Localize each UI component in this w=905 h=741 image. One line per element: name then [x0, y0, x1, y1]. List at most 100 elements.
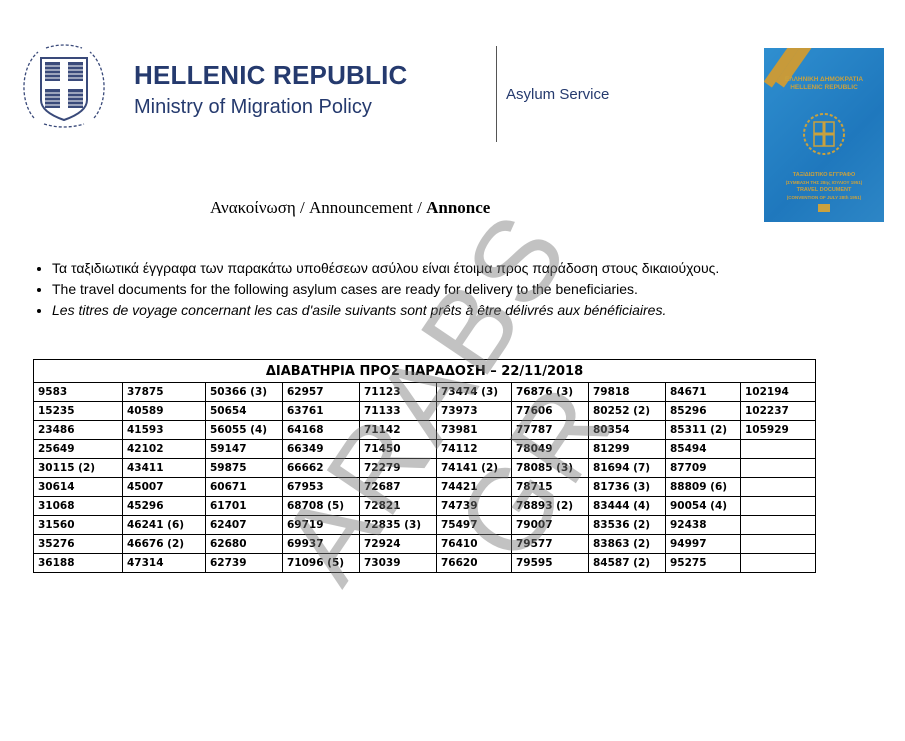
case-number-cell: 71123 — [359, 382, 437, 402]
case-number-cell: 64168 — [282, 420, 360, 440]
case-number-cell: 73981 — [436, 420, 512, 440]
notice-french: Les titres de voyage concernant les cas … — [52, 300, 719, 321]
ministry-name: Ministry of Migration Policy — [134, 96, 372, 118]
case-number-cell: 78715 — [511, 477, 589, 497]
case-number-cell: 79577 — [511, 534, 589, 554]
case-number-cell: 61701 — [205, 496, 283, 516]
table-row: 31068 45296 61701 68708 (5) 72821 74739 78893 … — [33, 496, 816, 516]
case-number-cell: 77787 — [511, 420, 589, 440]
table-row: 31560 46241 (6) 62407 69719 72835 (3) 75497 79… — [33, 515, 816, 535]
case-number-cell: 84671 — [665, 382, 741, 402]
case-number-cell: 95275 — [665, 553, 741, 573]
table-row: 9583 37875 50366 (3) 62957 71123 73474 (3) 768… — [33, 382, 816, 402]
case-number-cell: 72687 — [359, 477, 437, 497]
case-number-cell: 40589 — [122, 401, 206, 421]
case-number-cell: 63761 — [282, 401, 360, 421]
greek-coat-of-arms-logo — [23, 44, 105, 128]
case-number-cell: 60671 — [205, 477, 283, 497]
case-number-cell: 30115 (2) — [33, 458, 123, 478]
case-number-cell: 73973 — [436, 401, 512, 421]
case-number-cell — [740, 477, 816, 497]
case-number-cell: 67953 — [282, 477, 360, 497]
case-number-cell — [740, 553, 816, 573]
case-number-cell: 72821 — [359, 496, 437, 516]
case-number-cell: 79818 — [588, 382, 666, 402]
case-number-cell: 43411 — [122, 458, 206, 478]
case-number-cell: 66349 — [282, 439, 360, 459]
case-number-cell — [740, 496, 816, 516]
case-number-cell: 83863 (2) — [588, 534, 666, 554]
cases-table: ΔΙΑΒΑΤΗΡΙΑ ΠΡΟΣ ΠΑΡΑΔΟΣΗ – 22/11/2018 95… — [33, 359, 816, 573]
case-number-cell: 35276 — [33, 534, 123, 554]
case-number-cell: 78893 (2) — [511, 496, 589, 516]
notice-list: Τα ταξιδιωτικά έγγραφα των παρακάτω υποθ… — [30, 258, 719, 321]
case-number-cell: 81299 — [588, 439, 666, 459]
announcement-bold: Annonce — [426, 198, 491, 217]
case-number-cell: 85311 (2) — [665, 420, 741, 440]
announcement-prefix: Ανακοίνωση / Announcement / — [210, 198, 427, 217]
case-number-cell: 79595 — [511, 553, 589, 573]
case-number-cell: 78049 — [511, 439, 589, 459]
table-title: ΔΙΑΒΑΤΗΡΙΑ ΠΡΟΣ ΠΑΡΑΔΟΣΗ – 22/11/2018 — [33, 359, 816, 383]
table-row: 30115 (2) 43411 59875 66662 72279 74141 (2) 78… — [33, 458, 816, 478]
case-number-cell: 85494 — [665, 439, 741, 459]
table-row: 25649 42102 59147 66349 71450 74112 78049 81299… — [33, 439, 816, 459]
case-number-cell: 75497 — [436, 515, 512, 535]
case-number-cell: 59875 — [205, 458, 283, 478]
notice-english: The travel documents for the following a… — [52, 279, 719, 300]
case-number-cell — [740, 439, 816, 459]
case-number-cell: 72279 — [359, 458, 437, 478]
passport-line: TRAVEL DOCUMENT — [796, 187, 852, 193]
case-number-cell: 81694 (7) — [588, 458, 666, 478]
case-number-cell: 68708 (5) — [282, 496, 360, 516]
case-number-cell: 74141 (2) — [436, 458, 512, 478]
case-number-cell — [740, 515, 816, 535]
travel-document-image: ΕΛΛΗΝΙΚΗ ΔΗΜΟΚΡΑΤΙΑ HELLENIC REPUBLIC ΤΑ… — [764, 48, 884, 222]
case-number-cell: 30614 — [33, 477, 123, 497]
case-number-cell: 72924 — [359, 534, 437, 554]
passport-line: ΤΑΞΙΔΙΩΤΙΚΟ ΕΓΓΡΑΦΟ — [792, 172, 856, 178]
case-number-cell: 71133 — [359, 401, 437, 421]
passport-line: HELLENIC REPUBLIC — [790, 84, 858, 91]
case-number-cell: 79007 — [511, 515, 589, 535]
case-number-cell: 59147 — [205, 439, 283, 459]
case-number-cell: 15235 — [33, 401, 123, 421]
table-row: 23486 41593 56055 (4) 64168 71142 73981 77787 8… — [33, 420, 816, 440]
passport-line: (ΣΥΜΒΑΣΗ ΤΗΣ 28ης ΙΟΥΛΙΟΥ 1951) — [785, 180, 863, 185]
case-number-cell: 76876 (3) — [511, 382, 589, 402]
case-number-cell: 37875 — [122, 382, 206, 402]
case-number-cell: 62957 — [282, 382, 360, 402]
case-number-cell: 46241 (6) — [122, 515, 206, 535]
case-number-cell: 45007 — [122, 477, 206, 497]
case-number-cell: 81736 (3) — [588, 477, 666, 497]
case-number-cell: 25649 — [33, 439, 123, 459]
biometric-chip-icon — [818, 204, 830, 212]
case-number-cell: 36188 — [33, 553, 123, 573]
case-number-cell: 9583 — [33, 382, 123, 402]
case-number-cell: 88809 (6) — [665, 477, 741, 497]
asylum-service-label: Asylum Service — [506, 86, 610, 103]
case-number-cell: 74739 — [436, 496, 512, 516]
case-number-cell: 69937 — [282, 534, 360, 554]
case-number-cell: 56055 (4) — [205, 420, 283, 440]
case-number-cell: 83444 (4) — [588, 496, 666, 516]
case-number-cell: 71142 — [359, 420, 437, 440]
case-number-cell: 23486 — [33, 420, 123, 440]
case-number-cell: 71450 — [359, 439, 437, 459]
table-row: 35276 46676 (2) 62680 69937 72924 76410 79577 8… — [33, 534, 816, 554]
case-number-cell: 62739 — [205, 553, 283, 573]
case-number-cell: 72835 (3) — [359, 515, 437, 535]
case-number-cell: 46676 (2) — [122, 534, 206, 554]
case-number-cell: 41593 — [122, 420, 206, 440]
case-number-cell: 73039 — [359, 553, 437, 573]
case-number-cell: 94997 — [665, 534, 741, 554]
case-number-cell: 83536 (2) — [588, 515, 666, 535]
passport-line: (CONVENTION OF JULY 28th 1951) — [786, 195, 862, 200]
case-number-cell: 76620 — [436, 553, 512, 573]
case-number-cell: 62680 — [205, 534, 283, 554]
case-number-cell — [740, 458, 816, 478]
table-row: 36188 47314 62739 71096 (5) 73039 76620 79595 8… — [33, 553, 816, 573]
case-number-cell: 71096 (5) — [282, 553, 360, 573]
case-number-cell: 47314 — [122, 553, 206, 573]
passport-emblem-icon — [803, 113, 845, 155]
